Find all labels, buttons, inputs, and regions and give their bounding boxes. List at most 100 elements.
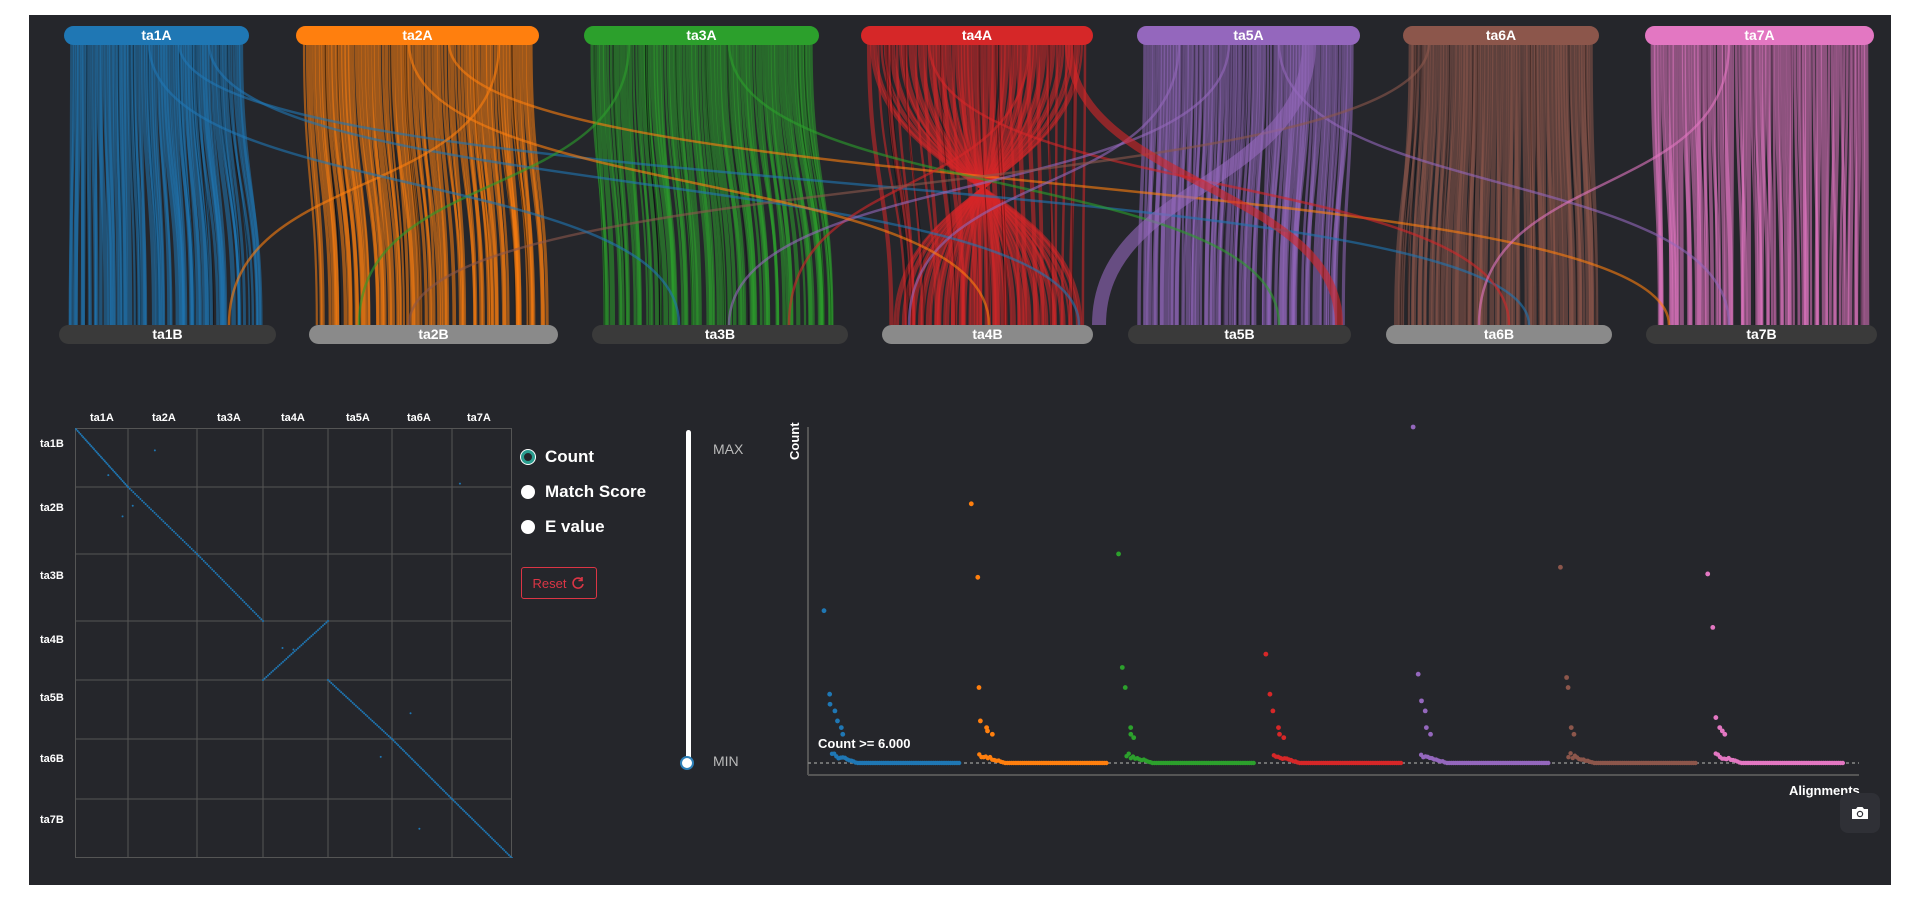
dotplot-point xyxy=(446,793,449,796)
chromosome-ta1A[interactable]: ta1A xyxy=(64,26,249,45)
threshold-slider-handle[interactable] xyxy=(680,756,694,770)
camera-button[interactable] xyxy=(1840,793,1880,833)
ribbon xyxy=(1758,42,1767,326)
dotplot-point xyxy=(503,849,506,852)
ribbon xyxy=(373,42,395,326)
dotplot-point xyxy=(263,677,266,680)
chromosome-ta7A[interactable]: ta7A xyxy=(1645,26,1874,45)
dotplot-point xyxy=(169,527,172,530)
dotplot-point xyxy=(348,698,351,701)
dotplot-col-ta2A: ta2A xyxy=(152,412,176,424)
match-score-radio[interactable]: Match Score xyxy=(521,482,646,502)
alignment-point xyxy=(1276,725,1281,730)
alignment-point xyxy=(1398,760,1404,766)
ribbon-edge xyxy=(85,42,88,326)
chromosome-ta6A[interactable]: ta6A xyxy=(1403,26,1599,45)
ribbon xyxy=(1305,42,1324,326)
ribbon xyxy=(1853,42,1863,326)
alignment-point xyxy=(835,718,840,724)
e-value-radio[interactable]: E value xyxy=(521,517,605,537)
count-radio[interactable]: Count xyxy=(521,447,594,467)
ribbon xyxy=(187,42,208,326)
ribbon-edge xyxy=(1706,42,1711,326)
ribbon xyxy=(378,42,399,326)
e-value-radio-button[interactable] xyxy=(521,520,535,534)
chromosome-ta3B[interactable]: ta3B xyxy=(592,325,848,344)
threshold-slider-track[interactable] xyxy=(686,430,691,764)
ribbon xyxy=(108,42,115,326)
dotplot-row-ta3B: ta3B xyxy=(40,570,64,582)
ribbon xyxy=(1329,42,1352,326)
dotplot-point xyxy=(395,742,398,745)
dotplot-point xyxy=(331,683,334,686)
dotplot-point xyxy=(262,679,264,681)
alignment-point xyxy=(956,760,962,766)
count-radio-button[interactable] xyxy=(521,450,535,464)
dotplot-point xyxy=(449,796,452,799)
dotplot-point xyxy=(506,852,509,855)
chromosome-ta6B[interactable]: ta6B xyxy=(1386,325,1612,344)
chromosome-ta5B[interactable]: ta5B xyxy=(1128,325,1351,344)
dotplot-point xyxy=(507,853,510,856)
synteny-ribbon-plot xyxy=(68,42,1870,326)
alignment-point xyxy=(838,725,844,730)
ribbon xyxy=(457,42,477,326)
reset-button[interactable]: Reset xyxy=(521,567,597,599)
dotplot-point xyxy=(458,482,461,485)
dotplot-point xyxy=(121,479,124,482)
ribbon xyxy=(414,42,432,326)
ribbon-edge xyxy=(337,42,354,326)
ribbon-edge xyxy=(1303,42,1315,326)
dotplot-point xyxy=(95,451,98,454)
dotplot-point xyxy=(387,734,390,737)
ribbon xyxy=(421,42,436,326)
ribbon xyxy=(407,42,1431,326)
ribbon xyxy=(198,42,213,326)
ribbon xyxy=(1164,42,1175,326)
dotplot-point xyxy=(248,606,251,609)
dotplot-point xyxy=(125,484,128,487)
dotplot-point xyxy=(394,741,397,744)
chromosome-ta2B[interactable]: ta2B xyxy=(309,325,558,344)
ribbon-edge xyxy=(940,42,956,326)
dotplot-point xyxy=(400,747,403,750)
ribbon xyxy=(710,42,733,326)
dotplot-point xyxy=(333,685,336,688)
ribbon xyxy=(1565,42,1573,326)
dotplot-point xyxy=(359,709,362,712)
ribbon-edge xyxy=(1856,42,1859,326)
dotplot-point xyxy=(361,710,364,713)
ribbon xyxy=(1262,42,1276,326)
dotplot-point xyxy=(87,442,90,445)
ribbon xyxy=(1241,42,1259,326)
chromosome-ta1B[interactable]: ta1B xyxy=(59,325,276,344)
chromosome-ta4B[interactable]: ta4B xyxy=(882,325,1093,344)
dotplot-point xyxy=(178,535,181,538)
ribbon xyxy=(112,42,120,326)
ribbon-group-ta4 xyxy=(866,42,1087,326)
chromosome-ta2A[interactable]: ta2A xyxy=(296,26,539,45)
ribbon xyxy=(230,42,251,326)
ribbon-edge xyxy=(612,42,626,326)
dotplot-point xyxy=(327,620,329,622)
dotplot-point xyxy=(106,463,109,466)
ribbon xyxy=(308,42,325,326)
alignment-point xyxy=(1119,665,1125,670)
ribbon xyxy=(1292,42,1312,326)
ribbon xyxy=(698,42,716,326)
chromosome-ta4A[interactable]: ta4A xyxy=(861,26,1093,45)
chromosome-ta3A[interactable]: ta3A xyxy=(584,26,819,45)
dotplot-point xyxy=(238,595,241,598)
alignment-point xyxy=(1131,735,1137,741)
dotplot-point xyxy=(202,559,205,562)
ribbon xyxy=(1557,42,1568,326)
dotplot-point xyxy=(260,618,263,621)
ribbon xyxy=(1484,42,1494,326)
ribbon xyxy=(460,42,478,326)
ribbon-edge xyxy=(978,42,990,326)
chromosome-ta7B[interactable]: ta7B xyxy=(1646,325,1877,344)
chromosome-ta5A[interactable]: ta5A xyxy=(1137,26,1360,45)
match-score-radio-button[interactable] xyxy=(521,485,535,499)
dotplot-point xyxy=(84,439,87,442)
ribbon xyxy=(1407,42,1418,326)
